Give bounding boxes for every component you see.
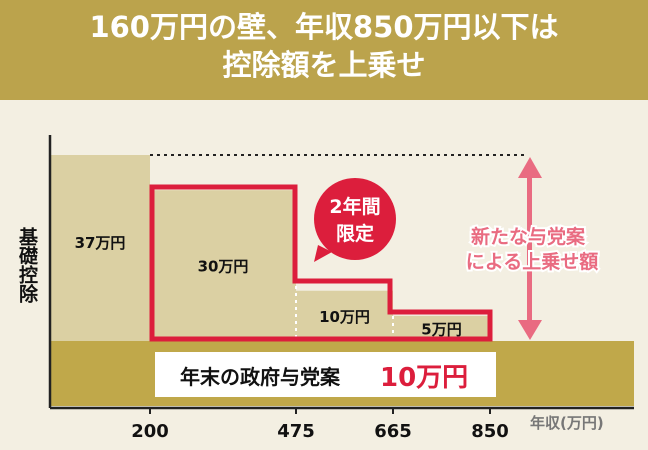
base-label-prefix: 年末の政府与党案 — [180, 365, 341, 389]
title-line-2: 控除額を上乗せ — [222, 48, 426, 82]
bar-label-3: 5万円 — [421, 320, 461, 338]
badge: 2年間 限定 — [314, 178, 396, 262]
x-tick-label-665: 665 — [374, 421, 412, 442]
x-axis-label: 年収(万円) — [530, 414, 604, 432]
badge-line-2: 限定 — [336, 222, 374, 245]
x-tick-label-475: 475 — [277, 421, 315, 442]
badge-line-1: 2年間 — [329, 195, 380, 218]
y-axis-label-text: 基礎控除 — [16, 226, 39, 303]
badge-circle — [314, 178, 396, 260]
arrow-shaft — [527, 175, 532, 323]
bar-0 — [50, 155, 150, 341]
annotation-line-2: による上乗せ額 — [466, 250, 598, 273]
title-line-1: 160万円の壁、年収850万円以下は — [89, 10, 559, 44]
base-label-box — [155, 352, 496, 397]
x-tick-label-850: 850 — [471, 421, 509, 442]
y-axis-label: 基礎控除 — [16, 226, 39, 303]
arrow-head-down — [518, 320, 542, 340]
bar-label-2: 10万円 — [319, 308, 370, 326]
base-label-value: 10万円 — [380, 363, 468, 393]
annotation-line-1: 新たな与党案 — [471, 225, 586, 248]
arrow-head-up — [518, 157, 542, 178]
bar-label-0: 37万円 — [75, 234, 126, 252]
bar-label-1: 30万円 — [198, 258, 249, 276]
badge-tail — [314, 245, 332, 262]
highlight-outline — [149, 184, 493, 342]
arrow — [518, 157, 542, 340]
bar-2 — [296, 290, 393, 341]
header-banner: 160万円の壁、年収850万円以下は 控除額を上乗せ — [0, 0, 648, 100]
x-tick-label-200: 200 — [131, 421, 169, 442]
bar-1 — [150, 190, 296, 341]
